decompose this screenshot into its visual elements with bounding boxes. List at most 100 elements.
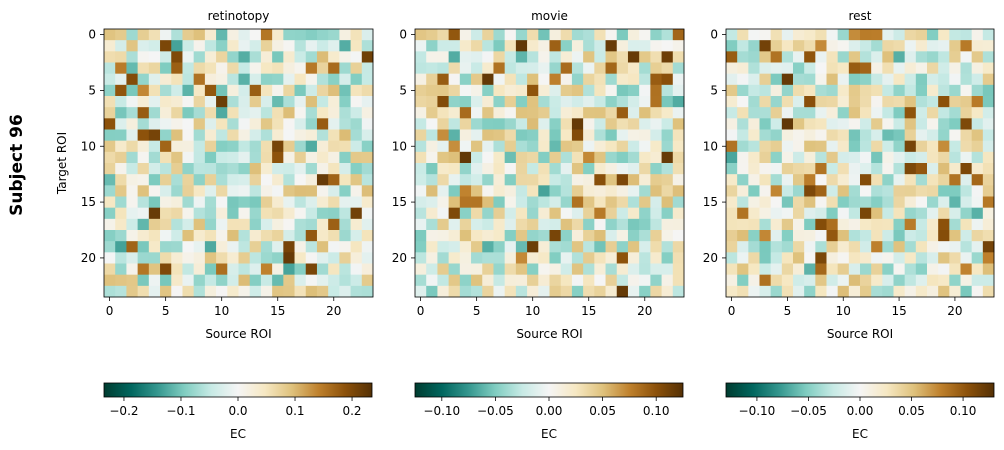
heatmap-cell [115, 274, 127, 287]
heatmap-cell [893, 285, 906, 298]
heatmap-cell [871, 218, 883, 231]
heatmap-cell [639, 84, 651, 97]
heatmap-cell [594, 218, 606, 231]
heatmap-cell [726, 96, 738, 108]
heatmap-cell [115, 185, 127, 197]
heatmap-cell [560, 174, 573, 186]
heatmap-cell [804, 129, 816, 142]
heatmap-cell [650, 129, 662, 142]
heatmap-cell [115, 252, 127, 264]
heatmap-cell [650, 73, 662, 86]
heatmap-cell [904, 140, 917, 153]
heatmap-cell [448, 241, 461, 253]
heatmap-cell [238, 241, 251, 253]
heatmap-cell [482, 274, 494, 287]
heatmap-cell [238, 129, 251, 142]
heatmap-cell [639, 40, 651, 52]
heatmap-cell [493, 163, 506, 175]
heatmap-cell [437, 185, 450, 197]
heatmap-cell [837, 151, 850, 164]
heatmap-cell [527, 241, 539, 253]
heatmap-cell [193, 241, 206, 253]
heatmap-cell [661, 185, 674, 197]
heatmap-cell [982, 285, 995, 298]
heatmap-cell [482, 207, 494, 220]
heatmap-cell [283, 241, 295, 253]
heatmap-cell [781, 84, 794, 97]
heatmap-cell [482, 151, 494, 164]
heatmap-cell [627, 151, 640, 164]
heatmap-cell [605, 218, 618, 231]
heatmap-cell [426, 185, 438, 197]
heatmap-cell [415, 274, 427, 287]
heatmap-cell [748, 241, 760, 253]
heatmap-cell [904, 107, 917, 119]
heatmap-cell [515, 96, 528, 108]
heatmap-cell [238, 185, 251, 197]
heatmap-cell [882, 40, 894, 52]
heatmap-cell [549, 107, 562, 119]
heatmap-cell [515, 252, 528, 264]
heatmap-cell [283, 285, 295, 298]
heatmap-cell [982, 118, 995, 130]
heatmap-cell [148, 140, 161, 153]
heatmap-cell [527, 151, 539, 164]
heatmap-cell [560, 151, 573, 164]
heatmap-cell [294, 62, 307, 75]
heatmap-cell [316, 230, 329, 242]
heatmap-cell [571, 151, 584, 164]
heatmap-cell [938, 230, 950, 242]
heatmap-cell [126, 218, 139, 231]
heatmap-cell [538, 207, 550, 220]
heatmap-cell [471, 163, 483, 175]
heatmap-cell [982, 40, 995, 52]
heatmap-cell [148, 40, 161, 52]
heatmap-cell [227, 40, 239, 52]
heatmap-cell [560, 241, 573, 253]
heatmap-cell [283, 274, 295, 287]
heatmap-cell [227, 174, 239, 186]
heatmap-cell [594, 129, 606, 142]
heatmap-cell [305, 185, 318, 197]
heatmap-cell [549, 163, 562, 175]
heatmap-cell [571, 230, 584, 242]
heatmap-cell [616, 163, 629, 175]
heatmap-cell [639, 241, 651, 253]
heatmap-cell [971, 84, 984, 97]
heatmap-cell [350, 174, 363, 186]
heatmap-cell [971, 252, 984, 264]
heatmap-cell [672, 274, 685, 287]
heatmap-cell [748, 140, 760, 153]
heatmap-cell [982, 73, 995, 86]
heatmap-cell [893, 84, 906, 97]
heatmap-cell [605, 151, 618, 164]
heatmap-cell [549, 230, 562, 242]
heatmap-cell [137, 218, 150, 231]
heatmap-cell [605, 107, 618, 119]
heatmap-cell [661, 174, 674, 186]
heatmap-cell [350, 263, 363, 276]
heatmap-cell [426, 196, 438, 209]
heatmap-cell [560, 118, 573, 130]
heatmap-cell [770, 140, 783, 153]
heatmap-cell [815, 285, 827, 298]
heatmap-cell [804, 51, 816, 63]
heatmap-cells [104, 29, 374, 298]
heatmap-cell [770, 40, 783, 52]
heatmap-cell [882, 185, 894, 197]
heatmap-cell [882, 263, 894, 276]
heatmap-cell [515, 218, 528, 231]
heatmap-cell [571, 196, 584, 209]
heatmap-cell [748, 252, 760, 264]
heatmap-cell [938, 118, 950, 130]
heatmap-cell [193, 218, 206, 231]
heatmap-cell [294, 73, 307, 86]
heatmap-cell [283, 140, 295, 153]
heatmap-cell [126, 40, 139, 52]
heatmap-cell [283, 263, 295, 276]
heatmap-cell [437, 274, 450, 287]
heatmap-cell [848, 73, 861, 86]
heatmap-cell [126, 174, 139, 186]
heatmap-cell [960, 207, 973, 220]
heatmap-cell [328, 163, 340, 175]
